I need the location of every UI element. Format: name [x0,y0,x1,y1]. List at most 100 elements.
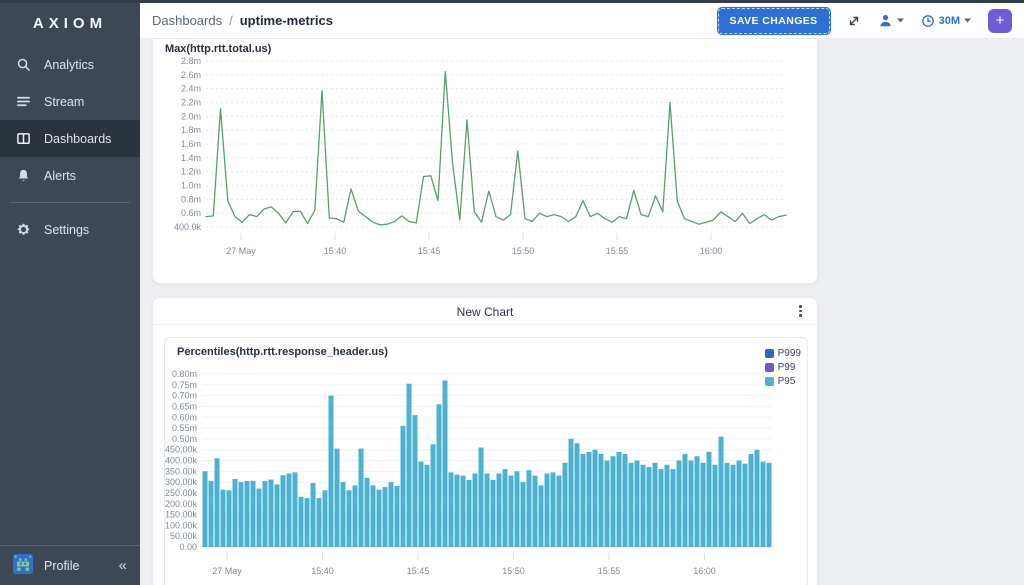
expand-icon[interactable] [847,14,861,28]
svg-text:16:00: 16:00 [693,566,716,576]
legend-swatch [764,377,774,386]
clock-icon [921,14,934,27]
svg-text:150.00k: 150.00k [165,510,197,520]
chart-card-header: New Chart [153,298,817,325]
svg-text:0.65m: 0.65m [172,401,197,411]
svg-text:0.00: 0.00 [179,542,197,552]
breadcrumb-dashboards[interactable]: Dashboards [152,13,223,28]
svg-text:1.2m: 1.2m [181,167,201,177]
header-actions: SAVE CHANGES 30M + [717,7,1012,34]
sidebar-item-alerts[interactable]: Alerts [0,157,140,194]
legend-label: P95 [777,376,796,387]
collapse-sidebar-button[interactable]: « [118,557,127,574]
svg-text:0.8m: 0.8m [181,194,201,204]
svg-text:15:55: 15:55 [606,246,629,256]
svg-text:0.60m: 0.60m [172,412,197,422]
svg-text:1.6m: 1.6m [181,139,201,149]
sidebar-item-stream[interactable]: Stream [0,83,140,120]
svg-text:27 May: 27 May [212,566,242,576]
svg-text:100.00k: 100.00k [165,520,197,530]
sidebar-divider [10,202,130,203]
svg-text:15:55: 15:55 [598,566,621,576]
kebab-menu-icon[interactable] [799,305,802,317]
time-range-selector[interactable]: 30M [921,14,971,28]
save-changes-button[interactable]: SAVE CHANGES [717,7,830,34]
top-header: Dashboards / uptime-metrics SAVE CHANGES… [140,0,1024,39]
svg-text:15:40: 15:40 [311,566,334,576]
svg-text:15:50: 15:50 [502,566,525,576]
svg-text:2.0m: 2.0m [181,111,201,121]
chart-panel-new-chart: New Chart Percentiles(http.rtt.response_… [152,297,818,585]
chart-panel-max-rtt: Max(http.rtt.total.us) 2.8m 2.6m 2.4m 2.2m 2… [152,39,818,284]
svg-text:27 May: 27 May [226,246,256,256]
svg-text:15:40: 15:40 [324,246,347,256]
user-icon [879,15,891,27]
sidebar-item-label: Settings [44,222,90,237]
svg-text:2.2m: 2.2m [181,98,201,108]
sidebar: AXIOM Analytics Stream Dashboards Alerts [0,0,140,585]
svg-text:400.0k: 400.0k [174,222,202,232]
svg-text:300.00k: 300.00k [165,477,197,487]
dashboard-canvas: Max(http.rtt.total.us) 2.8m 2.6m 2.4m 2.2m 2… [140,39,1024,585]
avatar [13,554,33,577]
svg-text:2.6m: 2.6m [181,70,201,80]
sidebar-nav: Analytics Stream Dashboards Alerts Sett [0,46,140,248]
chevron-down-icon [896,18,904,23]
svg-text:15:50: 15:50 [512,246,535,256]
svg-text:0.50m: 0.50m [172,434,197,444]
sidebar-item-label: Stream [44,94,85,109]
sidebar-item-label: Alerts [44,168,76,183]
legend-swatch [764,349,774,358]
sidebar-item-label: Analytics [44,57,95,72]
chart-title: Percentiles(http.rtt.response_header.us) [177,346,388,358]
profile-label: Profile [44,558,80,573]
app-logo: AXIOM [32,14,108,32]
legend-item-p999[interactable]: P999 [764,348,801,359]
chart-legend: P999 P99 P95 [764,348,801,387]
legend-item-p95[interactable]: P95 [764,376,801,387]
window-top-edge [0,0,1024,3]
svg-text:1.0m: 1.0m [181,181,201,191]
svg-text:400.00k: 400.00k [165,456,197,466]
svg-text:2.4m: 2.4m [181,84,201,94]
legend-label: P999 [777,348,801,359]
sidebar-item-profile[interactable]: Profile « [0,545,140,585]
line-chart[interactable]: 2.8m 2.6m 2.4m 2.2m 2.0m 1.8m 1.6m 1.4m 1.2m 1.0m… [153,39,817,283]
breadcrumb: Dashboards / uptime-metrics [152,13,333,28]
sidebar-item-analytics[interactable]: Analytics [0,46,140,83]
sidebar-item-settings[interactable]: Settings [0,211,140,248]
gear-icon [15,222,31,238]
stream-icon [15,94,31,110]
svg-text:200.00k: 200.00k [165,499,197,509]
svg-text:15:45: 15:45 [407,566,430,576]
svg-text:0.55m: 0.55m [172,423,197,433]
sidebar-item-label: Dashboards [44,131,112,146]
legend-swatch [764,363,774,372]
svg-text:2.8m: 2.8m [181,56,201,66]
user-menu[interactable] [878,13,904,28]
columns-icon [15,131,31,147]
svg-text:0.80m: 0.80m [172,369,197,379]
search-icon [15,57,31,73]
bar-chart[interactable]: 0.80m0.75m0.70m0.65m0.60m0.55m0.50m450.0… [165,338,807,585]
chevron-down-icon [964,18,971,23]
chart-title: Max(http.rtt.total.us) [165,43,272,55]
time-range-value: 30M [938,14,960,27]
chart-card-title[interactable]: New Chart [456,305,514,319]
sidebar-item-dashboards[interactable]: Dashboards [0,120,140,157]
sidebar-footer: Profile « [0,545,140,585]
svg-text:0.75m: 0.75m [172,380,197,390]
svg-text:0.6m: 0.6m [181,208,201,218]
svg-text:15:45: 15:45 [418,246,441,256]
add-chart-button[interactable]: + [988,8,1012,33]
svg-text:450.00k: 450.00k [165,445,197,455]
svg-text:250.00k: 250.00k [165,488,197,498]
svg-text:1.4m: 1.4m [181,153,201,163]
chart-inner-panel: Percentiles(http.rtt.response_header.us)… [164,337,808,585]
svg-text:0.70m: 0.70m [172,391,197,401]
legend-label: P99 [777,362,796,373]
legend-item-p99[interactable]: P99 [764,362,801,373]
bell-icon [15,168,31,184]
svg-text:1.8m: 1.8m [181,125,201,135]
svg-text:50.00k: 50.00k [170,531,198,541]
